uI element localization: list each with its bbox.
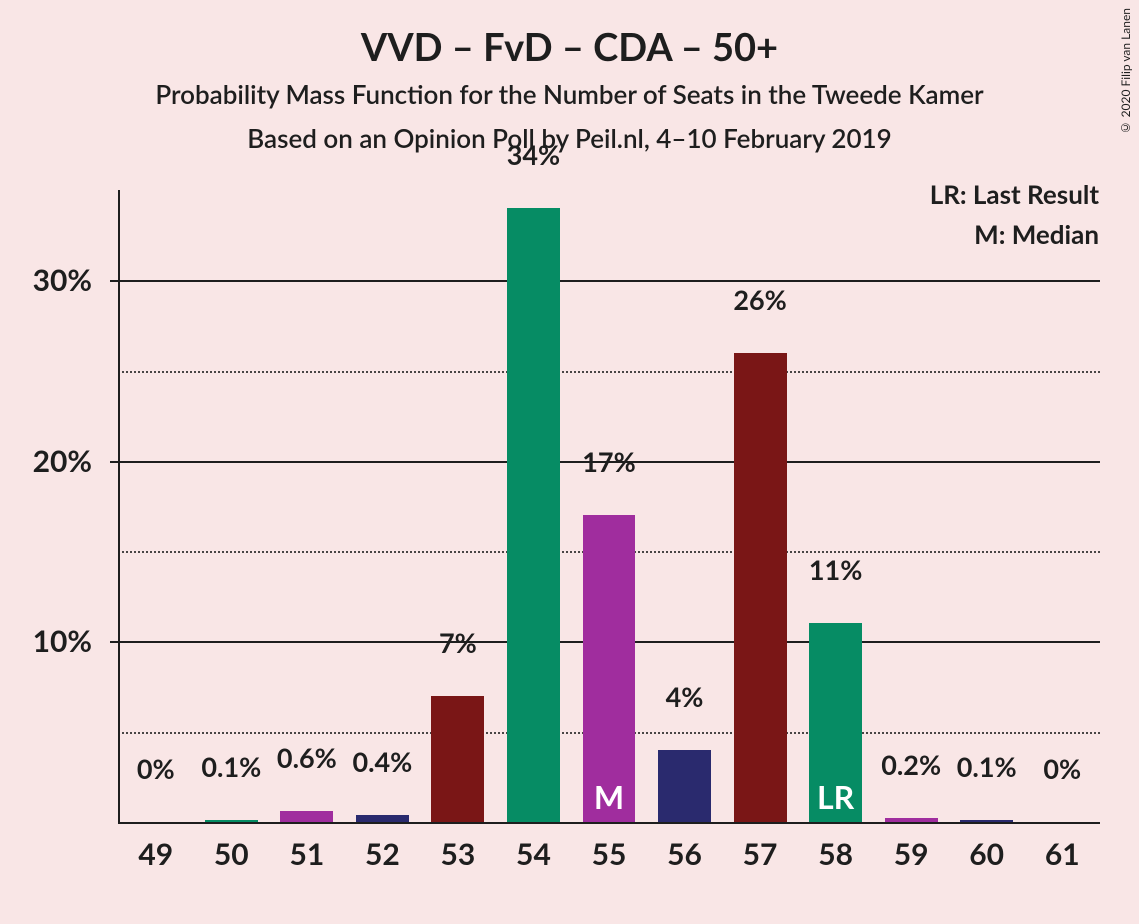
- x-axis-label: 52: [365, 836, 400, 872]
- chart-subtitle-1: Probability Mass Function for the Number…: [0, 78, 1139, 110]
- x-axis-label: 51: [289, 836, 324, 872]
- bar-value-label: 26%: [733, 283, 786, 316]
- x-axis-label: 55: [592, 836, 627, 872]
- copyright-text: © 2020 Filip van Lanen: [1118, 8, 1133, 136]
- x-axis-label: 59: [894, 836, 929, 872]
- x-axis-label: 61: [1045, 836, 1080, 872]
- y-tick: [110, 280, 118, 282]
- bar-value-label: 0.4%: [352, 745, 412, 778]
- bar-value-label: 0.2%: [881, 748, 941, 781]
- x-axis-label: 56: [667, 836, 702, 872]
- x-axis-label: 57: [743, 836, 778, 872]
- y-tick: [110, 641, 118, 643]
- y-axis-label: 10%: [0, 623, 110, 659]
- chart-container: VVD – FvD – CDA – 50+ Probability Mass F…: [0, 0, 1139, 924]
- bar: [885, 818, 938, 822]
- bar: [280, 811, 333, 822]
- x-axis-label: 53: [441, 836, 476, 872]
- bar-value-label: 0%: [137, 752, 175, 785]
- bar: [431, 696, 484, 822]
- x-axis-line: [118, 822, 1100, 824]
- bar-value-label: 0.1%: [201, 750, 261, 783]
- median-marker: M: [594, 777, 624, 816]
- bar: [658, 750, 711, 822]
- bar: [356, 815, 409, 822]
- bar-value-label: 17%: [582, 445, 635, 478]
- last-result-marker: LR: [817, 777, 854, 816]
- bar: [205, 820, 258, 822]
- y-axis-label: 20%: [0, 443, 110, 479]
- bar: [583, 515, 636, 822]
- bar-value-label: 0.1%: [957, 750, 1017, 783]
- x-axis-label: 49: [138, 836, 173, 872]
- y-tick: [110, 461, 118, 463]
- bar-value-label: 0.6%: [277, 741, 337, 774]
- x-axis-label: 50: [214, 836, 249, 872]
- bar-value-label: 11%: [809, 553, 862, 586]
- bar: [507, 208, 560, 822]
- bar-value-label: 4%: [666, 680, 704, 713]
- bar-value-label: 34%: [507, 138, 560, 171]
- y-axis-label: 30%: [0, 262, 110, 298]
- x-axis-label: 58: [818, 836, 853, 872]
- bar-value-label: 0%: [1043, 752, 1081, 785]
- bar: [734, 353, 787, 822]
- bar-value-label: 7%: [439, 626, 477, 659]
- bar: [960, 820, 1013, 822]
- chart-title: VVD – FvD – CDA – 50+: [0, 24, 1139, 70]
- chart-subtitle-2: Based on an Opinion Poll by Peil.nl, 4–1…: [0, 122, 1139, 154]
- plot-area: 0%0.1%0.6%0.4%7%34%17%M4%26%11%LR0.2%0.1…: [118, 190, 1100, 822]
- x-axis-label: 54: [516, 836, 551, 872]
- x-axis-label: 60: [969, 836, 1004, 872]
